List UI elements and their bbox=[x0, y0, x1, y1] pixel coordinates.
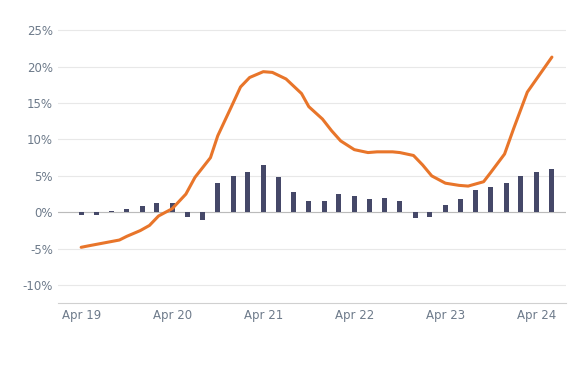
Bar bbox=[427, 212, 432, 217]
Bar bbox=[276, 177, 281, 212]
Bar bbox=[488, 187, 493, 212]
Bar bbox=[215, 183, 220, 212]
Bar bbox=[504, 183, 509, 212]
Bar bbox=[352, 196, 357, 212]
Bar bbox=[245, 172, 251, 212]
Bar bbox=[550, 168, 554, 212]
Bar bbox=[443, 205, 448, 212]
Bar bbox=[185, 212, 190, 217]
Bar bbox=[231, 176, 236, 212]
Bar bbox=[94, 212, 99, 214]
Bar bbox=[473, 191, 478, 212]
Bar bbox=[322, 202, 327, 212]
Bar bbox=[109, 211, 114, 212]
Bar bbox=[200, 212, 205, 220]
Bar bbox=[458, 199, 463, 212]
Bar bbox=[306, 201, 311, 212]
Bar bbox=[291, 192, 296, 212]
Bar bbox=[367, 199, 373, 212]
Bar bbox=[519, 176, 523, 212]
Bar bbox=[413, 212, 418, 218]
Bar bbox=[124, 209, 129, 212]
Bar bbox=[154, 203, 159, 212]
Bar bbox=[140, 206, 145, 212]
Bar bbox=[534, 172, 539, 212]
Bar bbox=[382, 198, 387, 212]
Bar bbox=[170, 203, 175, 212]
Bar bbox=[79, 212, 84, 214]
Bar bbox=[261, 165, 266, 212]
Bar bbox=[397, 202, 402, 212]
Bar bbox=[336, 194, 342, 212]
